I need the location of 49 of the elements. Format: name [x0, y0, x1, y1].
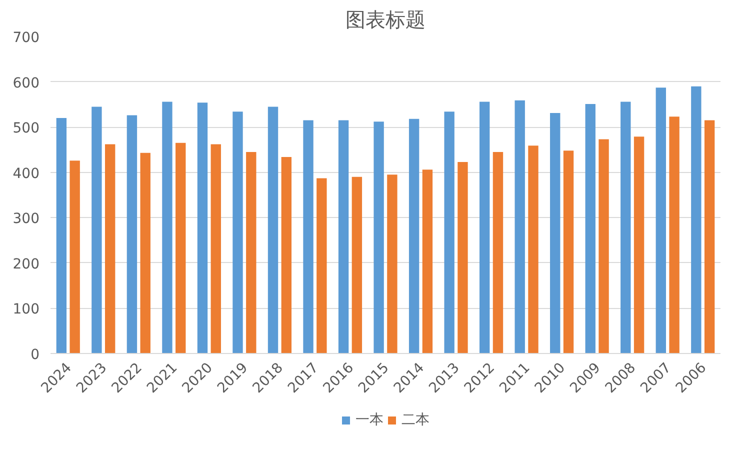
bar — [408, 118, 420, 354]
bar — [620, 102, 631, 354]
bar — [105, 144, 116, 354]
bar — [704, 120, 715, 354]
bar — [598, 139, 609, 354]
bar — [140, 152, 150, 354]
bar — [691, 86, 702, 354]
bar — [70, 160, 80, 354]
y-tick-label: 400 — [12, 166, 40, 182]
bar — [634, 136, 644, 354]
bar — [338, 120, 349, 354]
chart-title: 图表标题 — [346, 8, 426, 32]
bar — [197, 102, 208, 354]
bar — [210, 144, 221, 354]
bar — [232, 112, 243, 354]
bar — [316, 178, 327, 354]
bar — [162, 102, 172, 354]
bar — [669, 116, 680, 354]
y-tick-label: 300 — [12, 211, 40, 228]
bar — [352, 176, 362, 354]
bar — [422, 170, 433, 354]
bar — [585, 104, 596, 354]
y-tick-label: 700 — [12, 30, 40, 46]
y-tick-label: 600 — [12, 75, 40, 92]
bar — [492, 152, 504, 354]
bar — [528, 146, 538, 354]
y-tick-label: 500 — [12, 120, 40, 137]
bar — [268, 106, 278, 354]
bar — [656, 88, 666, 354]
bar — [374, 122, 384, 354]
bar — [92, 106, 102, 354]
legend-label: 一本 — [356, 411, 384, 429]
y-tick-label: 200 — [12, 256, 40, 272]
bar — [303, 120, 314, 354]
y-tick-label: 0 — [30, 347, 40, 363]
bar — [176, 142, 186, 354]
bar — [563, 150, 574, 354]
bar — [479, 102, 490, 354]
bar — [246, 152, 256, 354]
bar — [56, 118, 67, 354]
bar — [387, 174, 398, 354]
bar — [458, 162, 468, 354]
y-tick-label: 100 — [12, 302, 40, 318]
bar — [281, 156, 292, 354]
legend-label: 二本 — [402, 411, 430, 429]
bar — [550, 113, 560, 354]
bar — [444, 112, 454, 354]
bar — [514, 100, 525, 354]
bar — [126, 115, 138, 354]
